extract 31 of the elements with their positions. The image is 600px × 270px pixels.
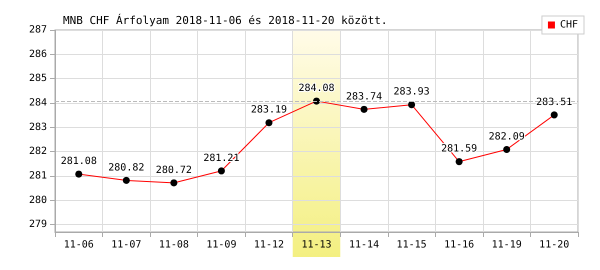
y-tick-label: 287 <box>28 24 47 36</box>
x-tick-label: 11-14 <box>348 240 380 250</box>
data-label: 283.19 <box>250 104 288 116</box>
data-label: 283.93 <box>394 86 430 98</box>
data-label: 283.74 <box>346 91 382 102</box>
y-tick-label: 286 <box>28 48 47 60</box>
legend-label: CHF <box>560 20 578 30</box>
x-tick-label: 11-16 <box>444 240 474 250</box>
y-tick-label: 285 <box>28 73 47 84</box>
x-tick-label: 11-08 <box>158 240 189 250</box>
y-tick-label: 283 <box>28 122 47 133</box>
y-tick-label: 280 <box>28 194 47 206</box>
chart-title: MNB CHF Árfolyam 2018-11-06 és 2018-11-20 között. <box>63 13 388 27</box>
y-tick-label: 279 <box>28 219 47 230</box>
x-tick-label: 11-13 <box>301 240 332 250</box>
y-tick-label: 284 <box>28 98 47 109</box>
data-label: 281.08 <box>60 156 97 168</box>
data-label: 282.09 <box>488 131 525 142</box>
y-tick-label: 281 <box>28 170 47 182</box>
x-tick-label: 11-19 <box>492 240 522 250</box>
data-label: 284.08 <box>298 83 335 94</box>
data-label: 280.72 <box>156 164 192 176</box>
data-label: 280.82 <box>108 162 144 174</box>
x-tick-label: 11-12 <box>254 240 284 250</box>
x-tick-label: 11-15 <box>396 240 427 250</box>
y-tick-label: 282 <box>28 146 47 158</box>
x-tick-label: 11-06 <box>64 240 94 250</box>
x-tick-label: 11-09 <box>206 240 236 250</box>
x-tick-label: 11-20 <box>539 240 570 250</box>
data-label: 283.51 <box>536 96 572 108</box>
x-tick-label: 11-07 <box>111 240 142 250</box>
